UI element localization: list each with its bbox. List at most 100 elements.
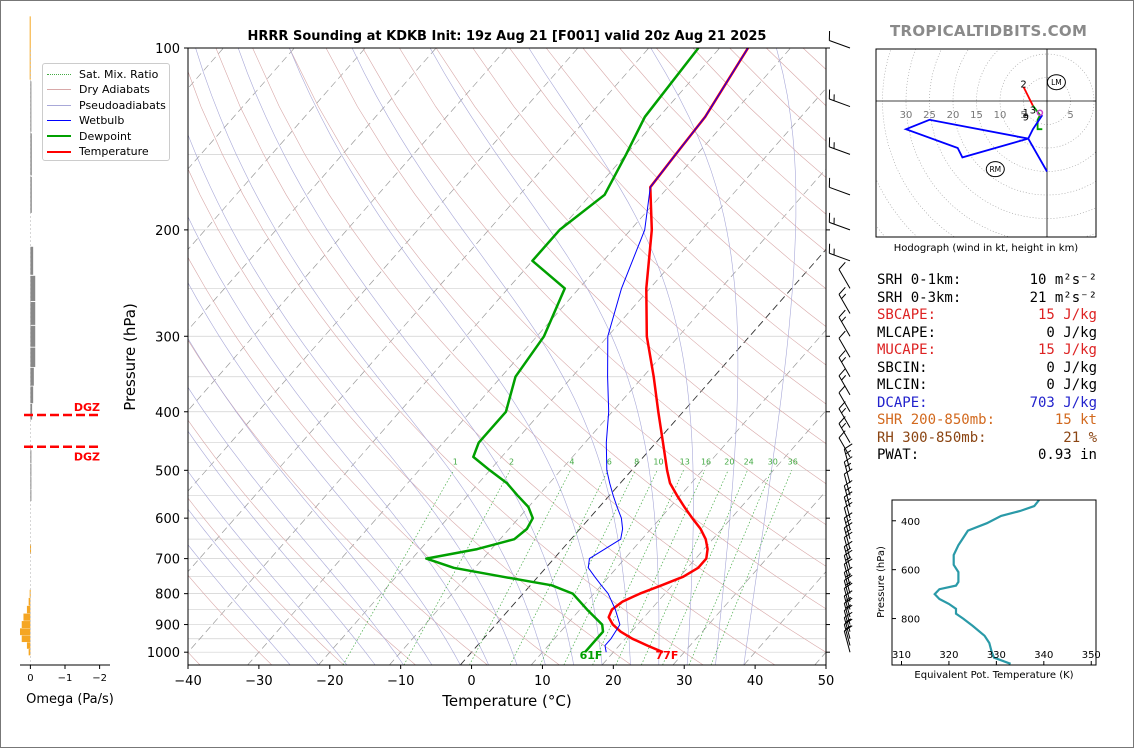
isotherm-line: [188, 48, 508, 412]
legend-item: Temperature: [47, 145, 149, 159]
y-tick-label: 300: [155, 330, 180, 345]
isotherm-line: [459, 248, 826, 665]
mixing-ratio-label: 20: [724, 458, 734, 467]
mixing-ratio-label: 36: [788, 458, 798, 467]
param-label: DCAPE:: [877, 394, 928, 411]
mixing-ratio-label: 30: [768, 458, 778, 467]
legend-swatch: [47, 73, 71, 75]
dry-adiabat-line: [509, 48, 826, 366]
dry-adiabat-line: [545, 48, 826, 327]
x-tick-label: 0: [467, 674, 475, 689]
param-row: SRH 0-1km: 10 m²s⁻²: [877, 272, 1097, 290]
dry-adiabat-line: [188, 419, 416, 665]
mixing-ratio-label: 4: [569, 458, 574, 467]
mixing-ratio-line: [469, 470, 571, 665]
moist-adiabat-line: [188, 133, 518, 665]
dry-adiabat-line: [188, 168, 632, 665]
param-label: SRH 0-1km:: [877, 272, 962, 288]
mixing-ratio-label: 10: [653, 458, 663, 467]
moist-adiabat-line: [195, 48, 546, 665]
param-label: MLCAPE:: [877, 324, 937, 341]
param-row: SBCAPE: 15 J/kg: [877, 307, 1097, 325]
legend-label: Pseudoadiabats: [79, 98, 166, 112]
dry-adiabat-line: [188, 574, 273, 665]
x-tick-label: −40: [174, 674, 201, 689]
param-label: SHR 200-850mb:: [877, 412, 996, 428]
y-tick-label: 100: [155, 42, 180, 57]
param-label: SBCIN:: [877, 359, 928, 376]
legend-label: Wetbulb: [79, 114, 125, 127]
dry-adiabat-line: [362, 48, 826, 526]
parameter-table: SRH 0-1km: 10 m²s⁻² SRH 0-3km: 21 m²s⁻² SBCA…: [877, 272, 1097, 465]
legend-swatch: [47, 89, 71, 90]
chart-title: HRRR Sounding at KDKB Init: 19z Aug 21 […: [248, 29, 767, 44]
x-tick-label: −30: [245, 674, 272, 689]
isotherm-line: [672, 490, 826, 665]
legend-swatch: [47, 104, 71, 106]
isotherm-line: [188, 48, 366, 250]
isotherm-line: [188, 48, 295, 170]
y-tick-label: 800: [155, 588, 180, 603]
param-row: MUCAPE: 15 J/kg: [877, 342, 1097, 360]
x-tick-label: 30: [676, 674, 693, 689]
legend-label: Temperature: [79, 145, 149, 158]
isotherm-line: [188, 48, 650, 573]
moist-adiabat-line: [351, 48, 631, 665]
legend: Sat. Mix. Ratio Dry Adiabats Pseudoadiabat…: [42, 63, 170, 161]
param-row: DCAPE: 703 J/kg: [877, 395, 1097, 413]
param-value: 0 J/kg: [1046, 359, 1097, 376]
dry-adiabat-line: [289, 48, 826, 610]
x-tick-label: 20: [605, 674, 622, 689]
param-value: 21 m²s⁻²: [1029, 289, 1097, 306]
param-value: 0.93 in: [1037, 447, 1097, 463]
param-value: 21 %: [1063, 429, 1097, 446]
surface-dewpoint-label: 61F: [580, 649, 603, 662]
moist-adiabat-line: [289, 48, 603, 665]
moist-adiabat-line: [188, 386, 404, 665]
legend-label: Dry Adiabats: [79, 83, 150, 96]
param-label: SBCAPE:: [877, 307, 937, 323]
dry-adiabat-line: [215, 48, 776, 665]
mixing-ratio-line: [662, 470, 748, 665]
param-value: 15 J/kg: [1037, 307, 1097, 323]
param-label: RH 300-850mb:: [877, 429, 987, 446]
isotherm-line: [318, 87, 826, 665]
mixing-ratio-label: 6: [607, 458, 612, 467]
dry-adiabat-line: [188, 256, 560, 665]
mixing-ratio-label: 16: [701, 458, 711, 467]
legend-item: Dry Adiabats: [47, 83, 150, 97]
param-label: MLCIN:: [877, 377, 928, 393]
dry-adiabat-line: [325, 48, 826, 567]
param-label: SRH 0-3km:: [877, 289, 962, 306]
mixing-ratio-line: [688, 470, 772, 665]
dry-adiabat-line: [188, 70, 704, 665]
mixing-ratio-line: [592, 470, 684, 665]
site-watermark: TROPICALTIDBITS.COM: [890, 22, 1088, 40]
y-tick-label: 200: [155, 224, 180, 239]
y-tick-label: 700: [155, 553, 180, 568]
param-row: SBCIN: 0 J/kg: [877, 360, 1097, 378]
param-label: MUCAPE:: [877, 342, 937, 358]
mixing-ratio-label: 8: [634, 458, 639, 467]
moist-adiabat-line: [188, 430, 376, 665]
legend-swatch: [47, 120, 71, 121]
mixing-ratio-label: 13: [680, 458, 690, 467]
dry-adiabat-line: [472, 48, 826, 405]
moist-adiabat-line: [188, 470, 348, 665]
moist-adiabat-line: [743, 48, 797, 665]
param-row: MLCAPE: 0 J/kg: [877, 325, 1097, 343]
param-row: PWAT: 0.93 in: [877, 447, 1097, 465]
x-tick-label: −20: [316, 674, 343, 689]
param-value: 0 J/kg: [1046, 324, 1097, 341]
moist-adiabat-line: [188, 508, 319, 665]
mixing-ratio-label: 1: [453, 458, 458, 467]
param-row: SRH 0-3km: 21 m²s⁻²: [877, 290, 1097, 308]
moist-adiabat-line: [528, 48, 694, 665]
y-tick-label: 900: [155, 619, 180, 634]
param-value: 15 kt: [1054, 412, 1097, 428]
dry-adiabat-line: [252, 48, 826, 653]
moist-adiabat-line: [650, 48, 739, 665]
skewt-plot-frame: [187, 47, 827, 666]
x-tick-label: −10: [387, 674, 414, 689]
